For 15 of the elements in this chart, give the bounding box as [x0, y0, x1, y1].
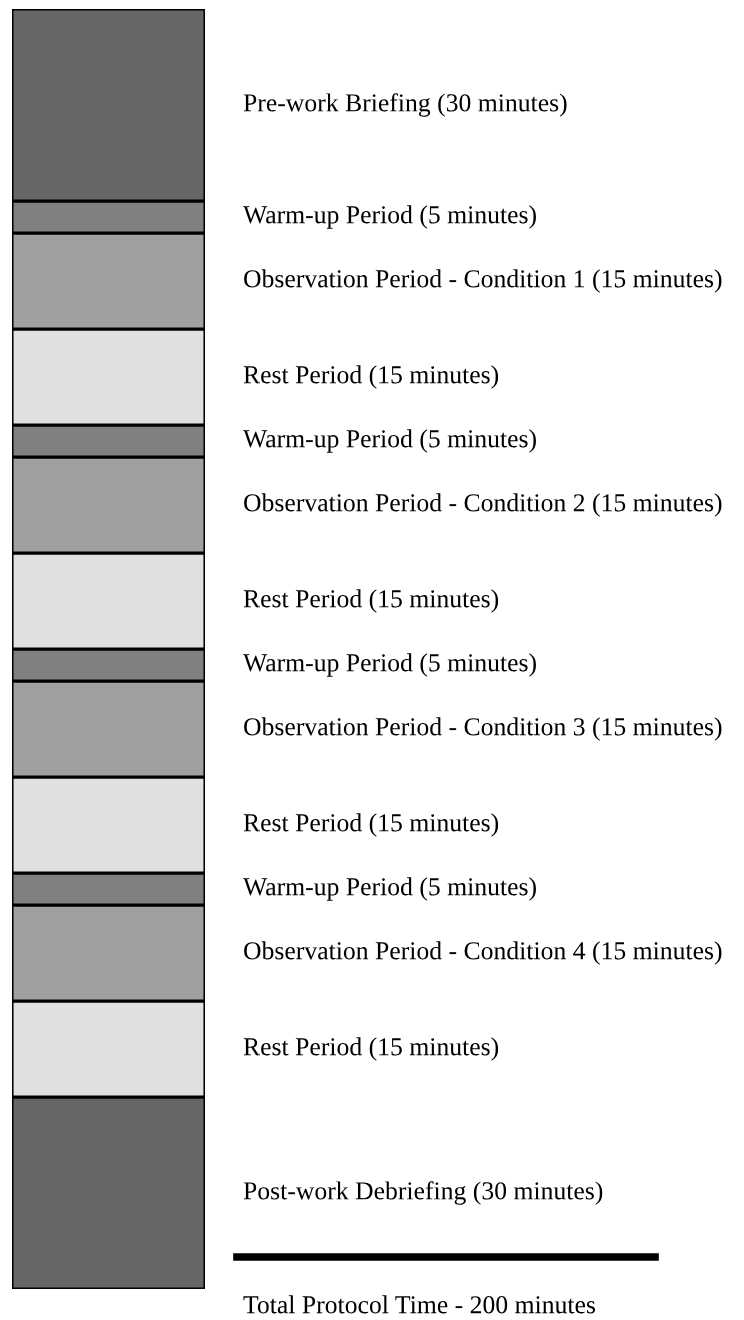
series-label: Rest Period (15 minutes)	[243, 813, 499, 837]
series-label: Warm-up Period (5 minutes)	[243, 877, 536, 901]
series-label: Rest Period (15 minutes)	[243, 589, 499, 613]
series-label: Observation Period - Condition 1 (15 minutes)	[244, 269, 722, 293]
series-label: Post-work Debriefing (30 minutes)	[243, 1181, 603, 1205]
series-label: Warm-up Period (5 minutes)	[243, 653, 536, 677]
series-label: Warm-up Period (5 minutes)	[243, 205, 536, 229]
series-label: Pre-work Briefing (30 minutes)	[243, 93, 567, 117]
series-label: Warm-up Period (5 minutes)	[243, 429, 536, 453]
series-label: Observation Period - Condition 3 (15 minutes)	[244, 717, 722, 741]
series-label: Observation Period - Condition 4 (15 minutes)	[244, 941, 722, 965]
series-label: Observation Period - Condition 2 (15 minutes)	[244, 493, 722, 517]
series-label: Rest Period (15 minutes)	[243, 365, 499, 389]
series-label: Rest Period (15 minutes)	[243, 1037, 499, 1061]
text: Total Protocol Time - 200 minutes	[243, 1295, 596, 1314]
